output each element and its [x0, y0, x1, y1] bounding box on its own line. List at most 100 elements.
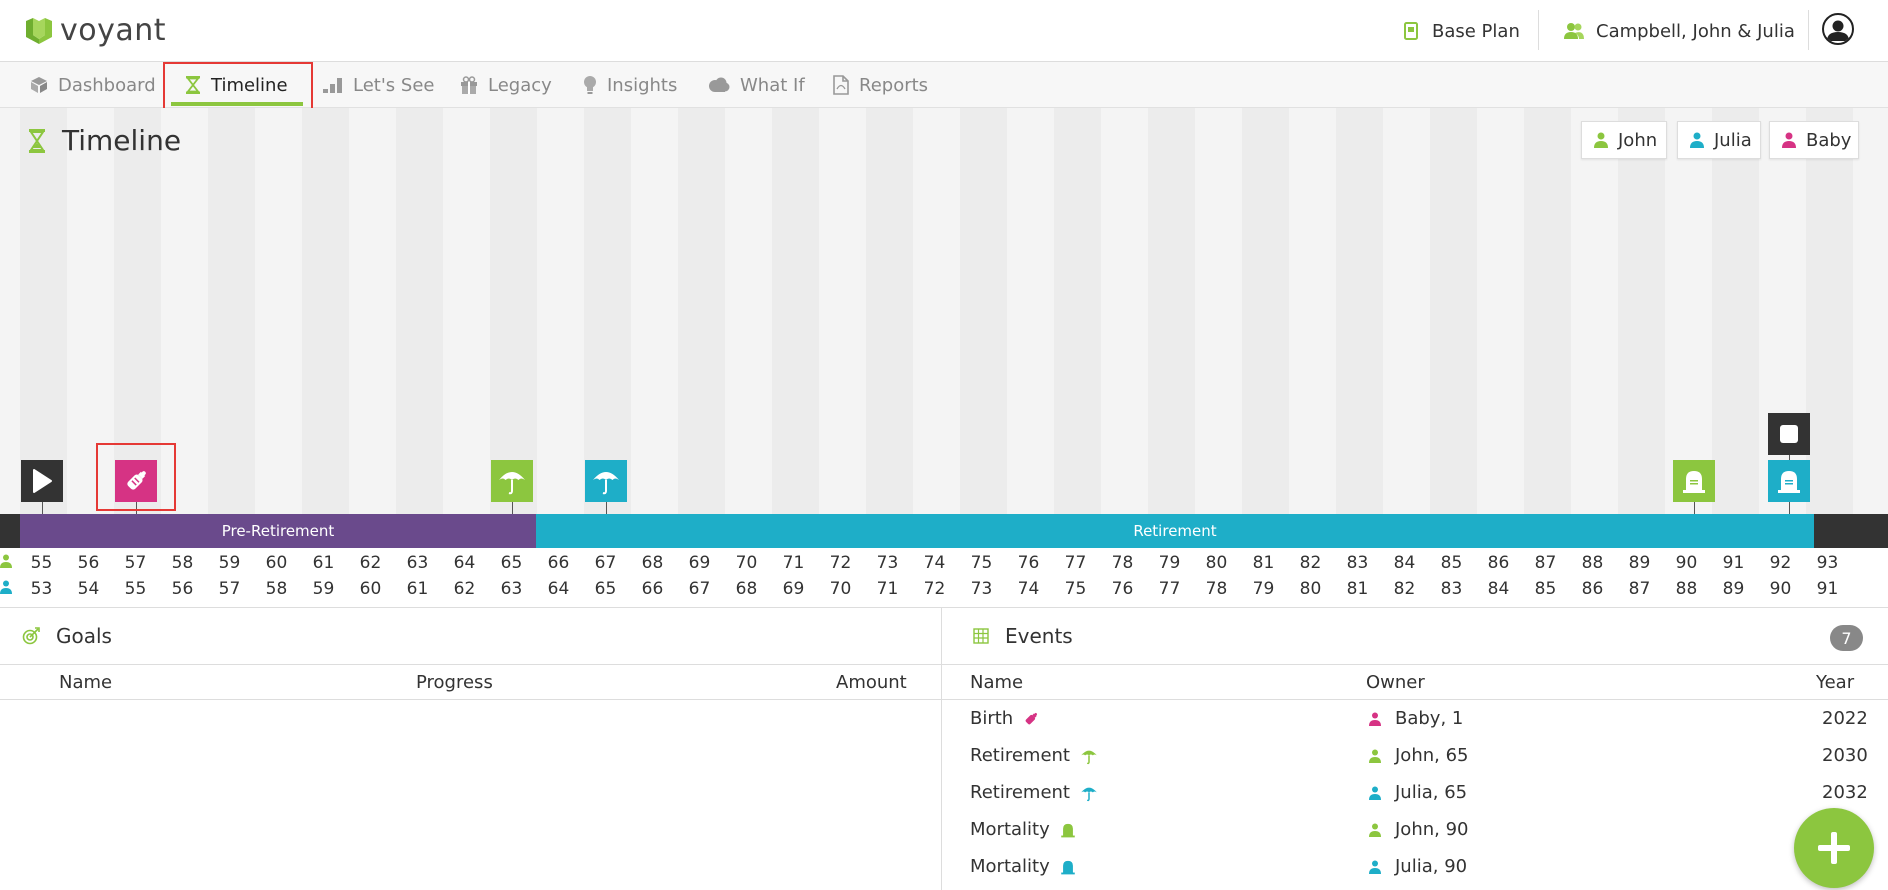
julia-age-label: 55 [124, 579, 147, 599]
goals-col-amount[interactable]: Amount [836, 672, 907, 693]
tab-what-if[interactable]: What If [708, 62, 805, 108]
timeline-year-stripe [1148, 108, 1195, 514]
john-age-label: 55 [30, 553, 53, 573]
tab-legacy[interactable]: Legacy [460, 62, 552, 108]
umbrella-icon [591, 466, 621, 496]
event-year: 2030 [1822, 745, 1868, 766]
john-age-label: 56 [77, 553, 100, 573]
julia-retirement-marker[interactable] [585, 460, 627, 502]
phase-bar-start-cap [0, 514, 20, 548]
events-col-owner[interactable]: Owner [1366, 672, 1425, 693]
person-icon [1690, 132, 1704, 148]
main-nav: Dashboard Timeline Let's See Legacy Insi… [0, 62, 1888, 108]
add-button[interactable] [1794, 808, 1874, 888]
event-name: Mortality [970, 819, 1050, 840]
target-icon [22, 627, 40, 645]
julia-age-label: 65 [594, 579, 617, 599]
cloud-icon [708, 77, 730, 93]
goals-col-progress[interactable]: Progress [416, 672, 493, 693]
timeline-year-stripe [866, 108, 913, 514]
umbrella-icon [1080, 747, 1098, 765]
john-age-label: 75 [970, 553, 993, 573]
tab-dashboard[interactable]: Dashboard [30, 62, 156, 108]
user-avatar-icon[interactable] [1822, 13, 1854, 45]
panel-divider [941, 608, 942, 890]
julia-age-label: 69 [782, 579, 805, 599]
john-mortality-marker[interactable] [1673, 460, 1715, 502]
john-age-label: 81 [1252, 553, 1275, 573]
event-owner-cell: Julia, 90 [1369, 856, 1467, 877]
event-row[interactable]: Retirement Julia, 65 2032 [942, 775, 1888, 812]
birth-marker[interactable] [115, 460, 157, 502]
event-owner-cell: John, 90 [1369, 819, 1469, 840]
timeline-year-stripe [678, 108, 725, 514]
john-age-label: 64 [453, 553, 476, 573]
calendar-grid-icon [973, 628, 989, 644]
gift-icon [460, 76, 478, 94]
event-row[interactable]: Mortality Julia, 90 [942, 849, 1888, 886]
john-age-label: 78 [1111, 553, 1134, 573]
tab-label: Timeline [211, 74, 288, 96]
tab-reports[interactable]: Reports [833, 62, 928, 108]
events-header: Events [973, 608, 1073, 664]
phase-bar-end-cap [1814, 514, 1888, 548]
timeline-canvas [0, 108, 1888, 514]
john-age-label: 92 [1769, 553, 1792, 573]
goals-col-name[interactable]: Name [59, 672, 113, 693]
legend-julia-button[interactable]: Julia [1677, 121, 1761, 159]
john-retirement-marker[interactable] [491, 460, 533, 502]
john-age-label: 66 [547, 553, 570, 573]
tab-insights[interactable]: Insights [583, 62, 677, 108]
tombstone-icon [1060, 859, 1076, 875]
phase-label: Retirement [1133, 522, 1217, 540]
event-name-cell: Mortality [970, 856, 1076, 877]
julia-age-label: 70 [829, 579, 852, 599]
tab-lets-see[interactable]: Let's See [323, 62, 434, 108]
hourglass-icon [28, 128, 46, 153]
pre-retirement-phase[interactable]: Pre-Retirement [20, 514, 536, 548]
john-age-label: 73 [876, 553, 899, 573]
events-column-header: Name Owner Year [942, 664, 1888, 700]
play-icon [31, 468, 53, 494]
events-count-badge: 7 [1830, 625, 1863, 651]
john-age-label: 58 [171, 553, 194, 573]
john-age-label: 82 [1299, 553, 1322, 573]
plan-selector[interactable]: Base Plan [1404, 14, 1520, 48]
julia-age-label: 89 [1722, 579, 1745, 599]
event-owner-cell: John, 65 [1369, 745, 1469, 766]
voyant-logo-icon [24, 15, 54, 45]
timeline-year-stripe [1336, 108, 1383, 514]
event-owner: John, 65 [1395, 745, 1469, 766]
end-marker[interactable] [1768, 413, 1810, 455]
timeline-year-stripe [1524, 108, 1571, 514]
events-col-name[interactable]: Name [970, 672, 1024, 693]
brand-name: voyant [60, 12, 167, 48]
event-name: Mortality [970, 856, 1050, 877]
julia-mortality-marker[interactable] [1768, 460, 1810, 502]
event-owner: John, 90 [1395, 819, 1469, 840]
header-divider [1538, 10, 1539, 50]
client-selector[interactable]: Campbell, John & Julia [1564, 14, 1795, 48]
john-age-label: 88 [1581, 553, 1604, 573]
event-row[interactable]: Birth Baby, 1 2022 [942, 701, 1888, 738]
events-col-year[interactable]: Year [1816, 672, 1855, 693]
event-row[interactable]: Mortality John, 90 [942, 812, 1888, 849]
john-age-label: 80 [1205, 553, 1228, 573]
plan-label: Base Plan [1432, 20, 1520, 42]
john-age-label: 87 [1534, 553, 1557, 573]
john-age-label: 91 [1722, 553, 1745, 573]
retirement-phase[interactable]: Retirement [536, 514, 1814, 548]
julia-age-label: 79 [1252, 579, 1275, 599]
julia-age-label: 76 [1111, 579, 1134, 599]
legend-john-button[interactable]: John [1581, 121, 1667, 159]
julia-age-label: 59 [312, 579, 335, 599]
john-age-label: 63 [406, 553, 429, 573]
julia-age-label: 57 [218, 579, 241, 599]
timeline-year-stripe [114, 108, 161, 514]
voyant-logo[interactable]: voyant [24, 12, 166, 48]
event-row[interactable]: Retirement John, 65 2030 [942, 738, 1888, 775]
legend-baby-button[interactable]: Baby [1769, 121, 1859, 159]
start-marker[interactable] [21, 460, 63, 502]
tab-timeline[interactable]: Timeline [185, 62, 288, 108]
pdf-icon [833, 75, 849, 95]
